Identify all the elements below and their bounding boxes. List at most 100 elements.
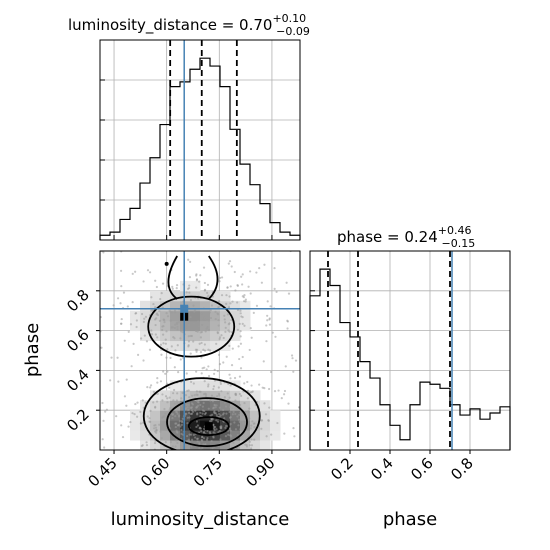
scatter-point (210, 439, 213, 443)
scatter-point (176, 401, 179, 405)
scatter-point (146, 385, 149, 389)
scatter-point (119, 302, 122, 305)
scatter-point (173, 311, 177, 314)
scatter-point (223, 318, 226, 321)
scatter-point (215, 342, 218, 345)
density-cell (170, 290, 181, 302)
scatter-point (191, 394, 194, 397)
scatter-point (229, 377, 232, 380)
scatter-point (211, 413, 214, 416)
scatter-point (156, 313, 160, 317)
scatter-point (140, 312, 144, 316)
scatter-point (202, 437, 206, 440)
scatter-point (228, 260, 232, 263)
density-cell (230, 420, 241, 431)
scatter-point (101, 401, 104, 405)
density-cell (140, 320, 151, 332)
scatter-point (234, 393, 238, 397)
scatter-point (188, 396, 191, 399)
scatter-point (237, 345, 240, 348)
scatter-point (223, 314, 226, 317)
scatter-point (249, 270, 252, 273)
scatter-point (175, 411, 179, 414)
scatter-point (197, 400, 200, 404)
scatter-point (186, 434, 189, 438)
scatter-point (268, 323, 272, 326)
scatter-point (250, 447, 253, 450)
scatter-point (214, 412, 217, 415)
axes-frame (309, 250, 511, 451)
scatter-point (229, 422, 232, 426)
scatter-point (196, 404, 200, 407)
scatter-point (177, 321, 181, 324)
scatter-point (161, 328, 164, 332)
scatter-point (217, 386, 220, 389)
scatter-point (150, 309, 153, 312)
scatter-point (213, 404, 216, 407)
scatter-point (220, 427, 223, 430)
scatter-point (208, 430, 211, 434)
scatter-point (139, 422, 142, 425)
density-cell (210, 380, 221, 391)
scatter-point (201, 405, 204, 408)
scatter-point (164, 338, 167, 341)
scatter-point (253, 438, 256, 441)
scatter-point (207, 385, 210, 388)
density-cell (180, 440, 191, 450)
scatter-point (116, 356, 119, 359)
scatter-point (260, 419, 263, 422)
scatter-point (206, 429, 209, 433)
scatter-point (154, 323, 157, 327)
scatter-point (178, 420, 181, 423)
scatter-point (207, 294, 210, 297)
density-cell (270, 430, 281, 441)
scatter-point (234, 428, 238, 431)
scatter-point (199, 398, 202, 402)
scatter-point (247, 285, 250, 288)
density-cell (170, 400, 181, 411)
density-cell (270, 420, 281, 431)
scatter-point (179, 425, 182, 428)
density-cell (230, 410, 241, 421)
scatter-point (213, 368, 216, 371)
y-tick-label: 0.2 (63, 405, 93, 435)
scatter-point (154, 279, 157, 282)
scatter-point (207, 407, 210, 410)
scatter-point (232, 410, 235, 413)
scatter-point (141, 399, 144, 402)
scatter-point (219, 276, 222, 280)
density-cell (190, 420, 201, 431)
scatter-point (174, 425, 177, 429)
scatter-point (255, 271, 258, 274)
scatter-point (228, 322, 231, 325)
scatter-point (198, 342, 201, 345)
scatter-point (265, 324, 268, 327)
scatter-point (273, 267, 276, 270)
scatter-point (227, 382, 230, 386)
density-cell (170, 330, 181, 342)
scatter-point (229, 302, 232, 305)
scatter-point (218, 406, 221, 409)
scatter-point (195, 420, 199, 423)
scatter-point (275, 290, 278, 294)
scatter-point (215, 413, 218, 417)
scatter-point (204, 411, 207, 415)
scatter-point (206, 291, 209, 295)
density-cell (140, 310, 151, 322)
scatter-point (213, 427, 216, 430)
scatter-point (239, 428, 242, 431)
scatter-point (204, 443, 207, 446)
scatter-point (188, 276, 192, 279)
scatter-point (274, 335, 277, 338)
scatter-point (190, 445, 193, 448)
scatter-point (239, 335, 242, 338)
scatter-point (208, 311, 211, 314)
scatter-point (176, 392, 179, 395)
scatter-point (224, 326, 227, 329)
scatter-point (199, 403, 202, 407)
scatter-point (217, 306, 220, 309)
scatter-point (188, 416, 191, 419)
scatter-point (255, 304, 259, 307)
scatter-point (236, 415, 239, 418)
scatter-point (213, 410, 216, 413)
